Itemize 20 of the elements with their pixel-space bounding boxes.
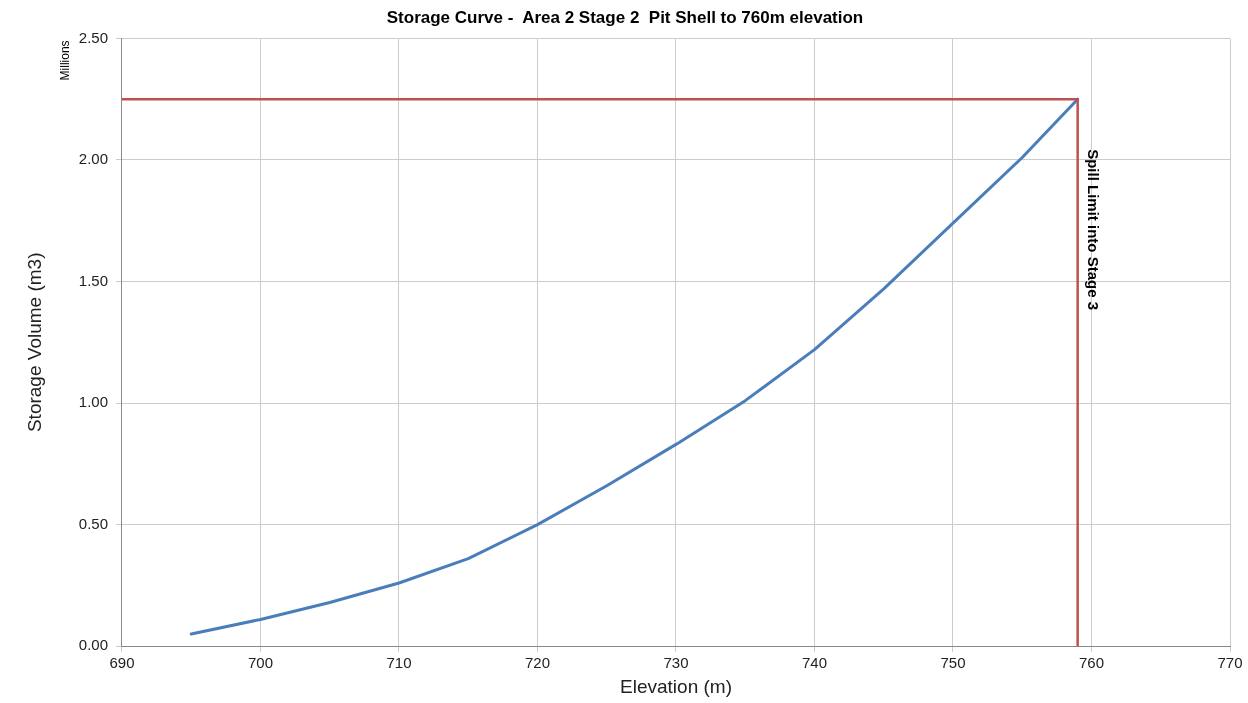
x-tick-label: 750 (940, 654, 966, 672)
x-tick-label: 770 (1217, 654, 1243, 672)
chart-title: Storage Curve - Area 2 Stage 2 Pit Shell to 760m elevation (386, 7, 864, 27)
y-tick-label: 1.50 (78, 271, 108, 289)
x-axis-title: Elevation (m) (620, 675, 732, 697)
x-tick-label: 730 (663, 654, 689, 672)
x-tick-label: 710 (386, 654, 412, 672)
y-tick-label: 0.00 (78, 636, 108, 654)
x-tick-label: 760 (1078, 654, 1105, 672)
y-tick-label: 0.50 (78, 514, 108, 532)
x-tick-label: 700 (247, 654, 274, 672)
ref-line-label: Spill Limit into Stage 3 (1084, 149, 1102, 311)
y-tick-label: 2.50 (78, 28, 108, 46)
x-tick-label: 690 (109, 654, 135, 672)
text: Millions (58, 40, 73, 81)
y-tick-label: 1.00 (78, 393, 108, 411)
x-tick-label: 740 (801, 654, 828, 672)
x-tick-label: 720 (524, 654, 551, 672)
y-axis-title: Storage Volume (m3) (23, 252, 45, 433)
y-tick-label: 2.00 (78, 150, 108, 168)
